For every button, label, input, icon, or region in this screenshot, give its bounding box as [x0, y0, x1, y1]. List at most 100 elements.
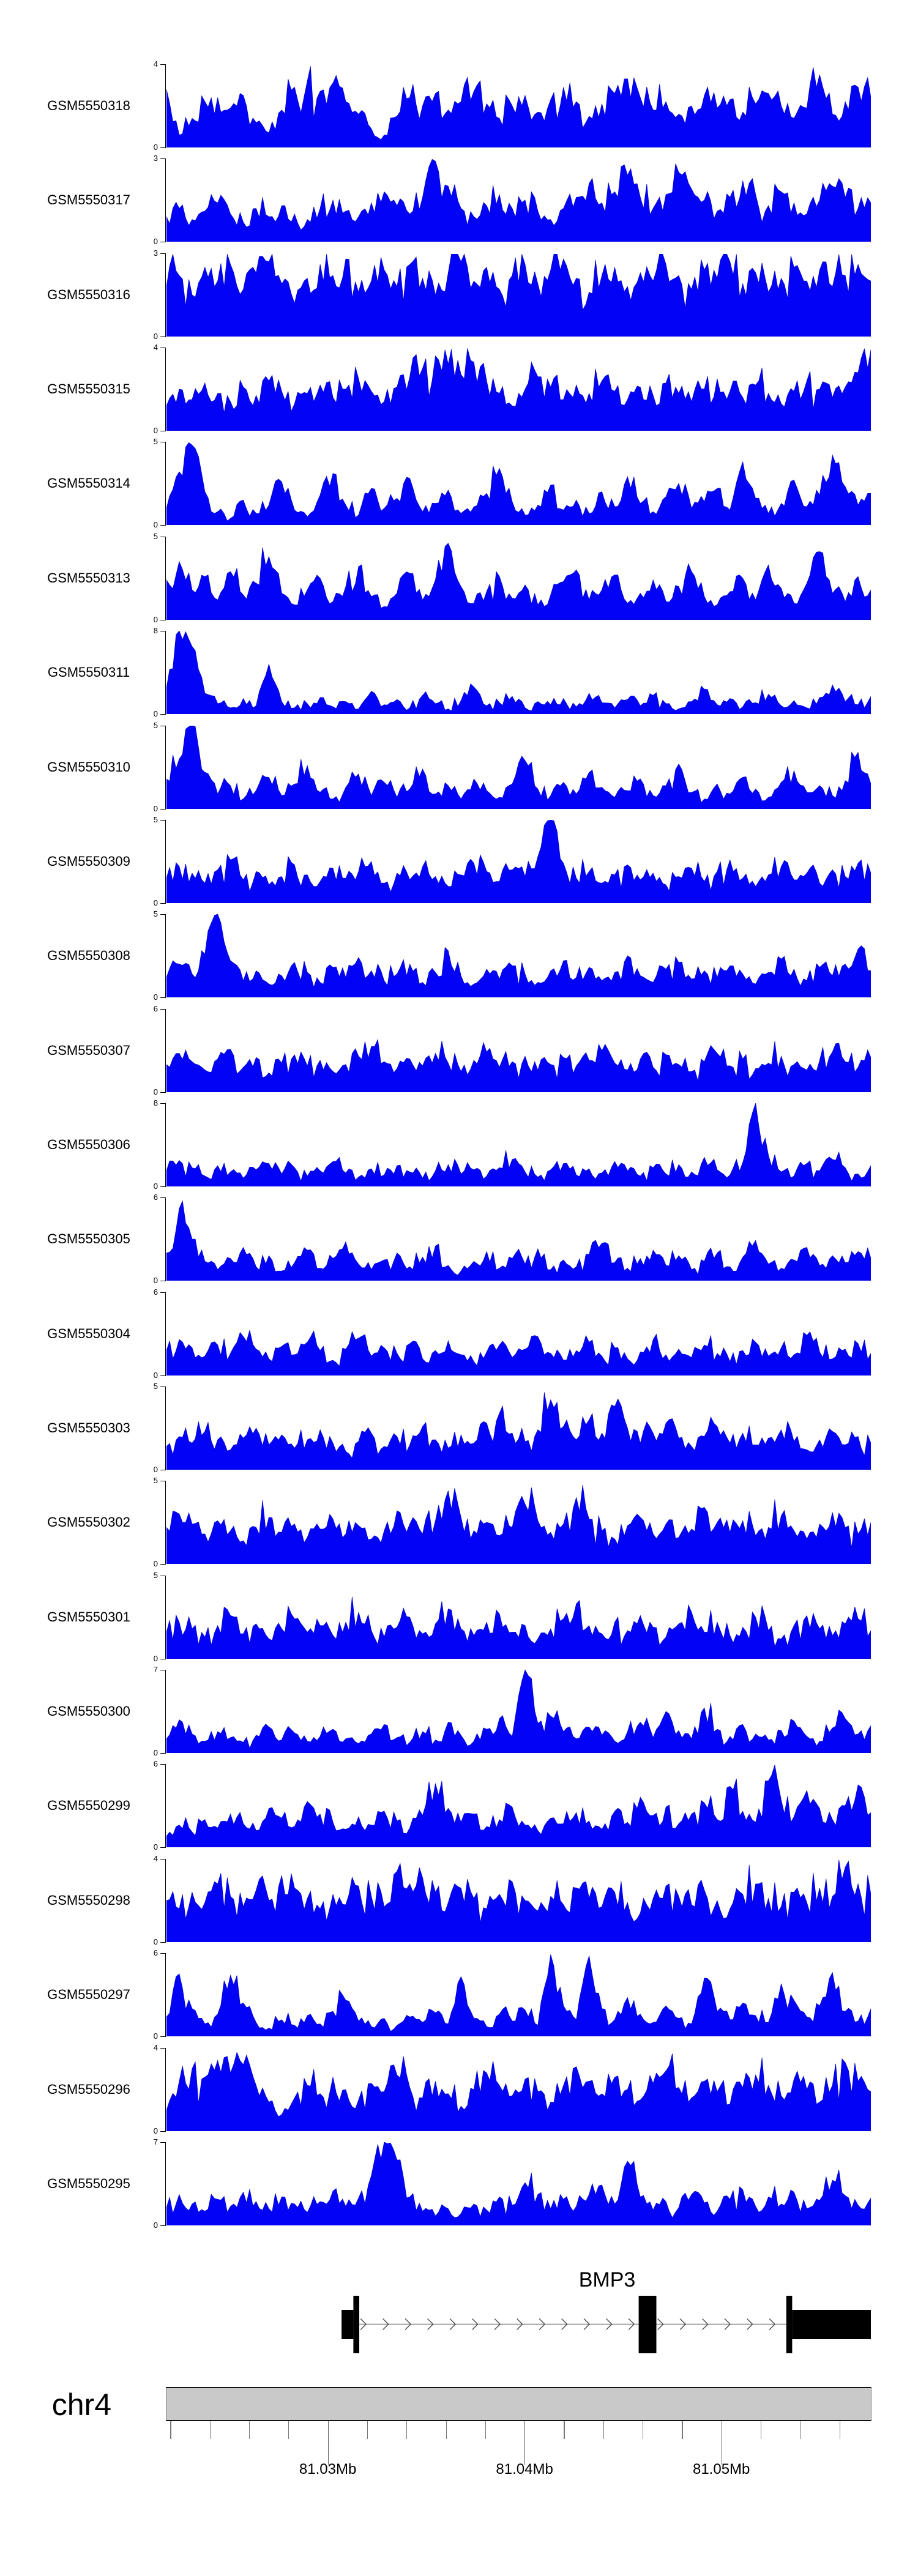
- y-axis-zero-label: 0: [153, 1559, 158, 1568]
- y-axis-line: [165, 158, 166, 242]
- y-axis-zero-label: 0: [153, 1748, 158, 1757]
- track-sample-label: GSM5550304: [47, 1326, 130, 1341]
- coverage-signal-area: [166, 1765, 871, 1847]
- y-axis-top-tick: [160, 2142, 165, 2143]
- chromosome-bar: [166, 2387, 871, 2421]
- coverage-signal-area: [166, 1859, 871, 1942]
- coverage-signal-plot: [166, 348, 871, 431]
- coverage-signal-area: [166, 1485, 871, 1564]
- axis-coordinate-label: 81.05Mb: [692, 2461, 750, 2477]
- y-axis-zero-label: 0: [153, 2220, 158, 2230]
- y-axis-bottom-tick: [160, 1942, 165, 1943]
- coverage-track-row: GSM5550311 8 0: [0, 626, 918, 718]
- y-axis-bottom-tick: [160, 1564, 165, 1565]
- axis-major-tick: [327, 2421, 329, 2465]
- coverage-track-row: GSM5550315 4 0: [0, 343, 918, 435]
- exon-cds-box: [786, 2296, 793, 2353]
- coverage-signal-area: [166, 2142, 871, 2225]
- y-axis-top-tick: [160, 914, 165, 915]
- y-axis-zero-label: 0: [153, 2031, 158, 2041]
- exon-utr-box: [341, 2310, 354, 2339]
- y-axis-max-label: 6: [153, 1004, 158, 1013]
- y-axis-line: [165, 1292, 166, 1376]
- coverage-signal-plot: [166, 543, 871, 620]
- track-sample-label: GSM5550299: [47, 1798, 130, 1813]
- y-axis-top-tick: [160, 253, 165, 255]
- y-axis-bottom-tick: [160, 903, 165, 904]
- track-sample-label: GSM5550309: [47, 854, 130, 869]
- coverage-signal-area: [166, 1330, 871, 1375]
- y-axis-zero-label: 0: [153, 332, 158, 341]
- y-axis-zero-label: 0: [153, 804, 158, 813]
- y-axis-max-label: 5: [153, 1571, 158, 1580]
- chromosome-label: chr4: [51, 2388, 111, 2422]
- track-sample-label: GSM5550295: [47, 2176, 130, 2191]
- y-axis-top-tick: [160, 1764, 165, 1765]
- y-axis-max-label: 5: [153, 532, 158, 541]
- coverage-signal-plot: [166, 442, 871, 525]
- y-axis-zero-label: 0: [153, 1654, 158, 1663]
- y-axis-max-label: 6: [153, 1287, 158, 1297]
- axis-coordinate-label: 81.03Mb: [299, 2461, 357, 2477]
- y-axis-zero-label: 0: [153, 2126, 158, 2135]
- coverage-track-row: GSM5550313 5 0: [0, 532, 918, 624]
- y-axis-line: [165, 1670, 166, 1754]
- y-axis-bottom-tick: [160, 525, 165, 526]
- coverage-signal-area: [166, 66, 871, 147]
- coverage-signal-plot: [166, 1200, 871, 1281]
- coverage-track-row: GSM5550298 4 0: [0, 1854, 918, 1946]
- track-sample-label: GSM5550305: [47, 1231, 130, 1246]
- coverage-signal-area: [166, 1200, 871, 1281]
- coverage-signal-area: [166, 253, 871, 337]
- y-axis-zero-label: 0: [153, 426, 158, 435]
- y-axis-line: [165, 537, 166, 620]
- track-sample-label: GSM5550311: [47, 664, 130, 680]
- strand-direction-arrow-icon: [517, 2318, 523, 2331]
- track-sample-label: GSM5550296: [47, 2082, 130, 2097]
- y-axis-max-label: 4: [153, 2043, 158, 2052]
- coverage-signal-area: [166, 1954, 871, 2036]
- axis-coordinate-label: 81.04Mb: [496, 2461, 553, 2477]
- coverage-signal-plot: [166, 1038, 871, 1092]
- y-axis-bottom-tick: [160, 2225, 165, 2227]
- strand-direction-arrow-icon: [539, 2318, 546, 2331]
- axis-minor-tick: [603, 2421, 604, 2439]
- y-axis-max-label: 8: [153, 626, 158, 635]
- y-axis-zero-label: 0: [153, 1276, 158, 1285]
- axis-minor-tick: [249, 2421, 250, 2439]
- y-axis-max-label: 4: [153, 1854, 158, 1863]
- coverage-signal-plot: [166, 1392, 871, 1470]
- y-axis-zero-label: 0: [153, 143, 158, 152]
- y-axis-max-label: 5: [153, 1382, 158, 1391]
- y-axis-max-label: 5: [153, 909, 158, 918]
- coverage-signal-area: [166, 914, 871, 997]
- track-sample-label: GSM5550310: [47, 759, 130, 775]
- coverage-signal-plot: [166, 2052, 871, 2131]
- strand-direction-arrow-icon: [561, 2318, 568, 2331]
- coverage-signal-area: [166, 1392, 871, 1470]
- y-axis-line: [165, 442, 166, 526]
- coverage-track-row: GSM5550296 4 0: [0, 2043, 918, 2135]
- strand-direction-arrow-icon: [747, 2318, 753, 2331]
- y-axis-max-label: 5: [153, 815, 158, 824]
- y-axis-top-tick: [160, 820, 165, 821]
- y-axis-max-label: 5: [153, 437, 158, 446]
- track-sample-label: GSM5550316: [47, 287, 130, 302]
- y-axis-top-tick: [160, 1103, 165, 1104]
- y-axis-bottom-tick: [160, 714, 165, 715]
- axis-minor-tick: [485, 2421, 486, 2439]
- y-axis-max-label: 5: [153, 1476, 158, 1485]
- axis-minor-tick: [288, 2421, 289, 2439]
- coverage-signal-plot: [166, 66, 871, 147]
- y-axis-top-tick: [160, 1009, 165, 1010]
- track-sample-label: GSM5550303: [47, 1420, 130, 1435]
- y-axis-max-label: 3: [153, 248, 158, 258]
- axis-major-tick: [524, 2421, 526, 2465]
- strand-direction-arrow-icon: [427, 2318, 434, 2331]
- coverage-track-row: GSM5550304 6 0: [0, 1287, 918, 1380]
- y-axis-line: [165, 726, 166, 810]
- y-axis-zero-label: 0: [153, 237, 158, 246]
- coverage-track-row: GSM5550314 5 0: [0, 437, 918, 529]
